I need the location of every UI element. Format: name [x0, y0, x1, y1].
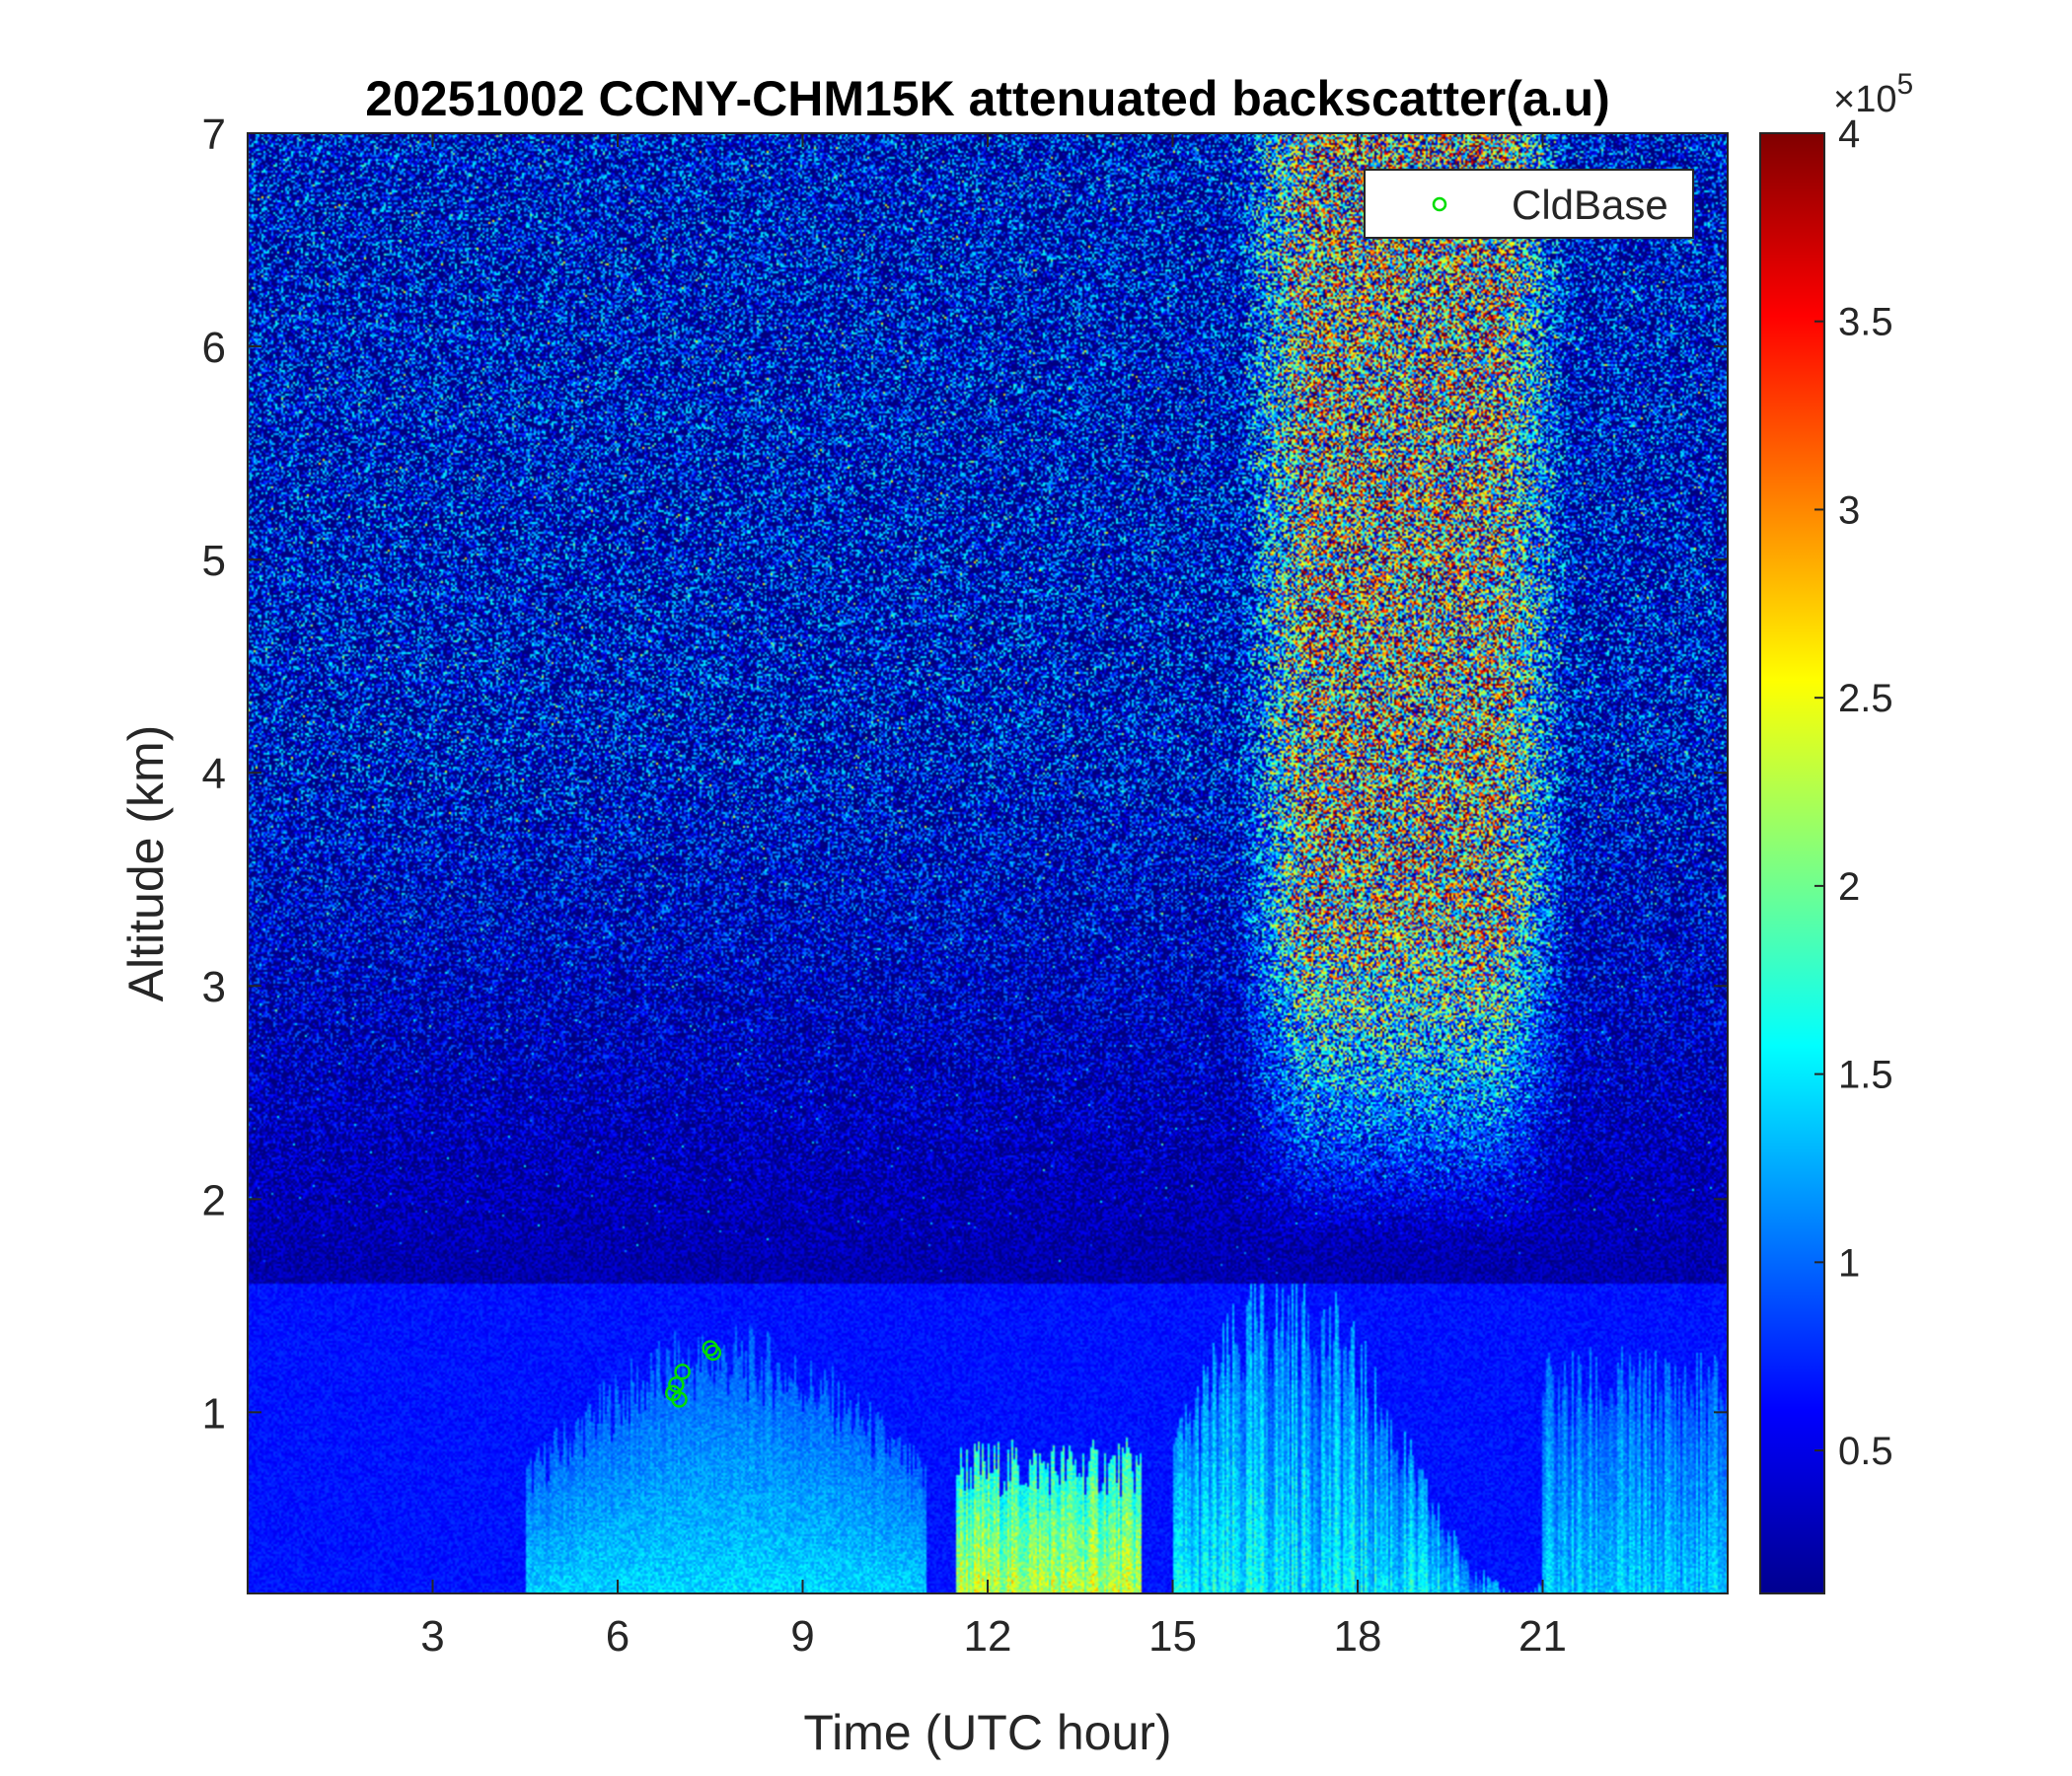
- colorbar-gradient: [1759, 132, 1825, 1594]
- x-tick-label-21: 21: [1518, 1612, 1567, 1661]
- legend-marker-cldbase: [1432, 196, 1447, 212]
- y-axis: 1 2 3 4 5 6 7: [202, 111, 1728, 1438]
- x-tick-label-15: 15: [1148, 1612, 1197, 1661]
- y-axis-label: Altitude (km): [118, 725, 174, 1002]
- colorbar-tick-label-4: 4: [1838, 112, 1860, 156]
- y-tick-label-1: 1: [202, 1389, 226, 1438]
- cldbase-point: [668, 1376, 685, 1393]
- cldbase-point: [674, 1364, 691, 1380]
- colorbar-exponent-base: ×10: [1833, 79, 1896, 120]
- cldbase-point: [671, 1391, 688, 1408]
- y-tick-label-6: 6: [202, 324, 226, 372]
- colorbar-exponent: ×105: [1833, 68, 1913, 120]
- plot-area: [247, 132, 1729, 1594]
- colorbar-tick-label-3: 3: [1838, 488, 1860, 532]
- legend-box: [1364, 169, 1694, 239]
- colorbar-tick-label-1: 1: [1838, 1241, 1860, 1285]
- y-tick-label-4: 4: [202, 750, 226, 798]
- cldbase-point: [704, 1344, 722, 1362]
- cldbase-markers: [665, 1340, 722, 1408]
- colorbar-exponent-power: 5: [1896, 68, 1913, 101]
- colorbar-tick-label-0.5: 0.5: [1838, 1430, 1893, 1473]
- colorbar-tick-label-2: 2: [1838, 865, 1860, 909]
- legend-label-cldbase: CldBase: [1512, 182, 1668, 228]
- x-tick-label-3: 3: [420, 1612, 444, 1661]
- colorbar-ticks: 0.5 1 1.5 2 2.5 3 3.5 4: [1814, 112, 1893, 1473]
- y-tick-label-2: 2: [202, 1176, 226, 1224]
- x-axis: 3 6 9 12 15 18 21: [420, 133, 1567, 1661]
- legend: CldBase: [1364, 169, 1694, 239]
- x-tick-label-12: 12: [964, 1612, 1012, 1661]
- backscatter-heatmap: [248, 133, 1728, 1593]
- x-tick-label-6: 6: [606, 1612, 629, 1661]
- colorbar-tick-label-1.5: 1.5: [1838, 1054, 1893, 1097]
- y-tick-label-7: 7: [202, 111, 226, 159]
- colorbar: 0.5 1 1.5 2 2.5 3 3.5 4 ×105: [1759, 68, 1913, 1594]
- x-axis-label: Time (UTC hour): [803, 1705, 1171, 1760]
- x-tick-label-9: 9: [790, 1612, 814, 1661]
- chart-title: 20251002 CCNY-CHM15K attenuated backscat…: [365, 71, 1610, 126]
- x-tick-label-18: 18: [1334, 1612, 1382, 1661]
- y-tick-label-5: 5: [202, 537, 226, 585]
- colorbar-tick-label-2.5: 2.5: [1838, 677, 1893, 720]
- colorbar-tick-label-3.5: 3.5: [1838, 301, 1893, 344]
- y-tick-label-3: 3: [202, 963, 226, 1011]
